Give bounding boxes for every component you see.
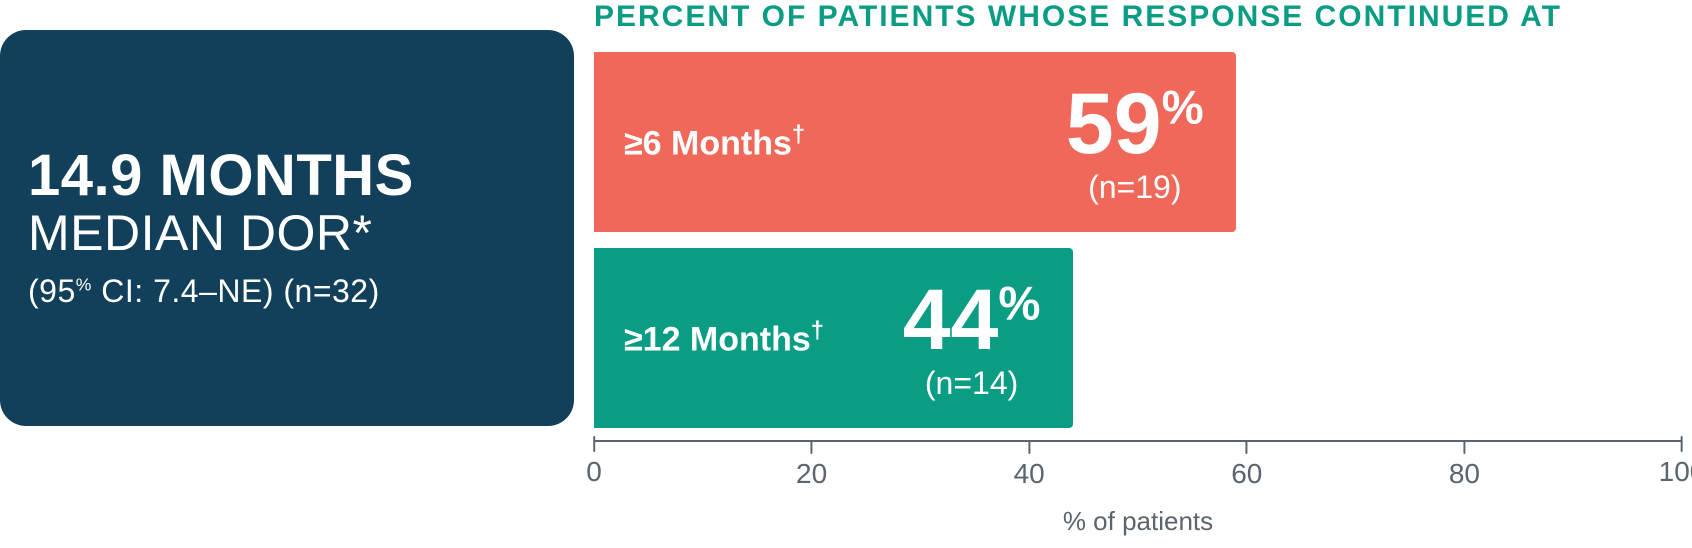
x-axis-tick: 100 xyxy=(1659,440,1692,486)
summary-subline: MEDIAN DOR* xyxy=(28,206,574,261)
summary-detail: (95% CI: 7.4–NE) (n=32) xyxy=(28,273,574,310)
summary-headline: 14.9 MONTHS xyxy=(28,146,574,207)
bar-group: ≥6 Months† 59%(n=19) ≥12 Months† 44%(n=14) xyxy=(594,52,1682,444)
x-axis-tick: 0 xyxy=(586,440,602,486)
x-axis: 020406080100 xyxy=(594,440,1682,510)
bar-label: ≥12 Months† xyxy=(624,317,824,359)
x-axis-tick: 20 xyxy=(796,440,827,488)
summary-panel: 14.9 MONTHS MEDIAN DOR* (95% CI: 7.4–NE)… xyxy=(0,30,574,426)
x-axis-tick: 80 xyxy=(1449,440,1480,488)
x-axis-tick: 40 xyxy=(1014,440,1045,488)
infographic-root: 14.9 MONTHS MEDIAN DOR* (95% CI: 7.4–NE)… xyxy=(0,0,1692,548)
x-axis-label: % of patients xyxy=(594,506,1682,537)
bar-row: ≥12 Months† 44%(n=14) xyxy=(594,248,1682,428)
bar-value: 59%(n=19) xyxy=(1066,81,1204,203)
bar-label: ≥6 Months† xyxy=(624,121,805,163)
bar-chart: PERCENT OF PATIENTS WHOSE RESPONSE CONTI… xyxy=(594,0,1692,548)
x-axis-line xyxy=(594,440,1682,442)
bar-value: 44%(n=14) xyxy=(903,277,1041,399)
chart-title: PERCENT OF PATIENTS WHOSE RESPONSE CONTI… xyxy=(594,0,1562,34)
bar-row: ≥6 Months† 59%(n=19) xyxy=(594,52,1682,232)
x-axis-tick: 60 xyxy=(1231,440,1262,488)
